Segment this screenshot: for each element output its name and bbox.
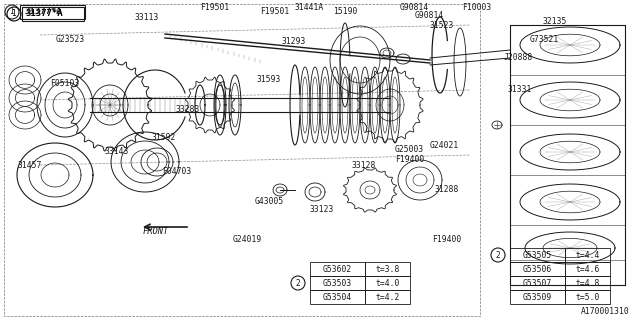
Text: 2: 2 <box>296 278 300 287</box>
Text: t=3.8: t=3.8 <box>375 265 400 274</box>
Text: F10003: F10003 <box>462 3 492 12</box>
Bar <box>310 290 365 304</box>
Text: t=4.8: t=4.8 <box>575 278 600 287</box>
Bar <box>510 262 565 276</box>
Text: F04703: F04703 <box>162 167 191 177</box>
Text: 1: 1 <box>10 7 14 17</box>
Text: G53503: G53503 <box>323 278 352 287</box>
Text: G24019: G24019 <box>233 236 262 244</box>
Text: t=4.2: t=4.2 <box>375 292 400 301</box>
Text: A170001310: A170001310 <box>581 308 630 316</box>
Bar <box>365 276 410 290</box>
Text: 31523: 31523 <box>430 20 454 29</box>
Text: FRONT: FRONT <box>143 228 169 236</box>
Bar <box>365 262 410 276</box>
Text: G53506: G53506 <box>523 265 552 274</box>
Text: F19400: F19400 <box>395 156 424 164</box>
Bar <box>565 290 610 304</box>
Text: 31592: 31592 <box>152 132 177 141</box>
Text: G73521: G73521 <box>530 36 559 44</box>
Text: G90814: G90814 <box>415 12 444 20</box>
Text: 33283: 33283 <box>176 106 200 115</box>
Bar <box>310 276 365 290</box>
Bar <box>510 276 565 290</box>
Text: F19400: F19400 <box>432 236 461 244</box>
Text: G53504: G53504 <box>323 292 352 301</box>
Text: 31331: 31331 <box>508 85 532 94</box>
Text: 31593: 31593 <box>257 76 282 84</box>
Text: G53505: G53505 <box>523 251 552 260</box>
Text: G53602: G53602 <box>323 265 352 274</box>
Text: G25003: G25003 <box>395 146 424 155</box>
Bar <box>20 5 85 19</box>
Text: G43005: G43005 <box>255 197 284 206</box>
Text: G53507: G53507 <box>523 278 552 287</box>
Text: 32135: 32135 <box>543 18 568 27</box>
Text: 33128: 33128 <box>352 161 376 170</box>
Text: G90814: G90814 <box>400 3 429 12</box>
Text: 31293: 31293 <box>282 37 307 46</box>
Text: F19501: F19501 <box>200 3 229 12</box>
Text: t=5.0: t=5.0 <box>575 292 600 301</box>
Text: F05103: F05103 <box>50 78 79 87</box>
Text: 33143: 33143 <box>105 148 129 156</box>
Bar <box>510 290 565 304</box>
Text: 31288: 31288 <box>435 186 460 195</box>
Text: J20888: J20888 <box>504 53 533 62</box>
Bar <box>22 7 84 21</box>
Bar <box>565 276 610 290</box>
Bar <box>310 262 365 276</box>
Text: 31377*A: 31377*A <box>25 10 63 19</box>
Text: G23523: G23523 <box>56 36 85 44</box>
Text: 15190: 15190 <box>333 7 357 17</box>
Text: 2: 2 <box>495 251 500 260</box>
Text: 33113: 33113 <box>135 13 159 22</box>
Bar <box>510 248 565 262</box>
Text: 1: 1 <box>12 10 17 19</box>
Text: 31457: 31457 <box>18 161 42 170</box>
Text: G24021: G24021 <box>430 140 460 149</box>
Text: t=4.6: t=4.6 <box>575 265 600 274</box>
Text: F19501: F19501 <box>260 7 289 17</box>
Bar <box>565 262 610 276</box>
Text: G53509: G53509 <box>523 292 552 301</box>
Text: t=4.0: t=4.0 <box>375 278 400 287</box>
Text: t=4.4: t=4.4 <box>575 251 600 260</box>
Bar <box>565 248 610 262</box>
Text: 31377*A: 31377*A <box>24 7 61 17</box>
Text: 33123: 33123 <box>310 205 334 214</box>
Text: 31441A: 31441A <box>295 3 324 12</box>
Bar <box>365 290 410 304</box>
